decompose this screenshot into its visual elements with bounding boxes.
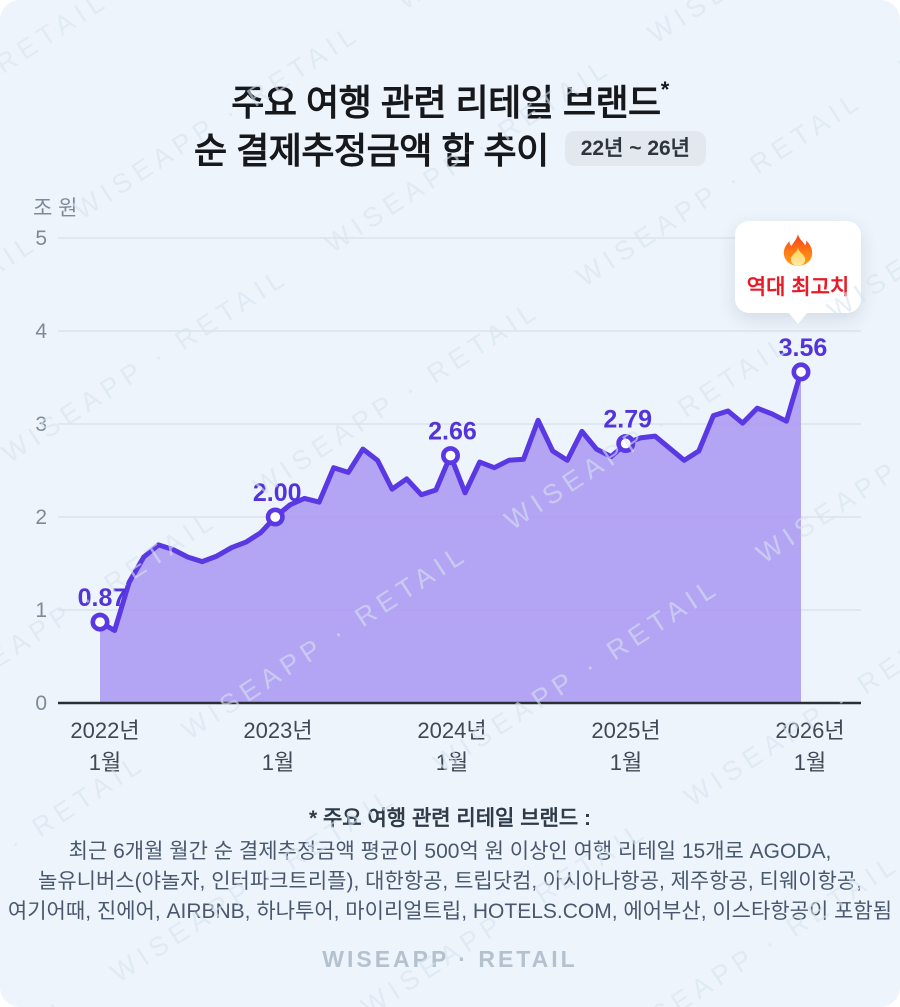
footnote: * 주요 여행 관련 리테일 브랜드 : 최근 6개월 월간 순 결제추정금액 … (0, 804, 900, 927)
chart-title-row2: 순 결제추정금액 합 추이 22년 ~ 26년 (0, 122, 900, 174)
x-tick-label: 2025년 1월 (591, 718, 660, 775)
y-tick-label: 4 (35, 320, 47, 343)
footnote-line: 여기어때, 진에어, AIRBNB, 하나투어, 마이리얼트립, HOTELS.… (7, 900, 893, 923)
x-tick-label: 2026년 1월 (775, 718, 844, 775)
y-tick-label: 0 (35, 692, 47, 715)
data-point-label: 0.87 (78, 584, 127, 612)
y-tick-label: 1 (35, 599, 47, 622)
data-point-label: 2.00 (253, 479, 302, 507)
x-tick-label: 2024년 1월 (417, 718, 486, 775)
footnote-heading: * 주요 여행 관련 리테일 브랜드 : (308, 807, 591, 830)
title-text: 주요 여행 관련 리테일 브랜드 (231, 82, 661, 123)
brand-logo: WISEAPP · RETAIL (322, 946, 578, 972)
data-point-marker (791, 362, 811, 382)
x-tick-label: 2022년 1월 (70, 718, 139, 775)
data-point-marker (265, 507, 285, 527)
data-point-marker (90, 612, 110, 632)
data-point-label: 2.79 (603, 406, 652, 434)
footnote-line: 최근 6개월 월간 순 결제추정금액 평균이 500억 원 이상인 여행 리테일… (68, 840, 832, 863)
x-tick-label: 2023년 1월 (243, 718, 312, 775)
flame-icon (783, 234, 813, 266)
area-fill (100, 371, 801, 703)
y-tick-label: 3 (35, 413, 47, 436)
record-high-label: 역대 최고치 (746, 276, 850, 299)
chart-title-line2: 순 결제추정금액 합 추이 (193, 130, 549, 171)
footnote-line: 놀유니버스(야놀자, 인터파크트리플), 대한항공, 트립닷컴, 아시아나항공,… (38, 870, 862, 893)
record-high-callout: 역대 최고치 (735, 221, 861, 324)
period-badge: 22년 ~ 26년 (564, 130, 706, 166)
data-point-label: 3.56 (779, 334, 828, 362)
y-axis-unit-label: 조 원 (33, 197, 77, 220)
data-point-marker (440, 446, 460, 466)
data-point-marker (616, 434, 636, 454)
title-asterisk: * (660, 77, 670, 102)
y-tick-label: 2 (35, 506, 47, 529)
y-tick-label: 5 (35, 227, 47, 250)
chart-title-line1: 주요 여행 관련 리테일 브랜드* (0, 74, 900, 126)
data-point-label: 2.66 (428, 418, 477, 446)
